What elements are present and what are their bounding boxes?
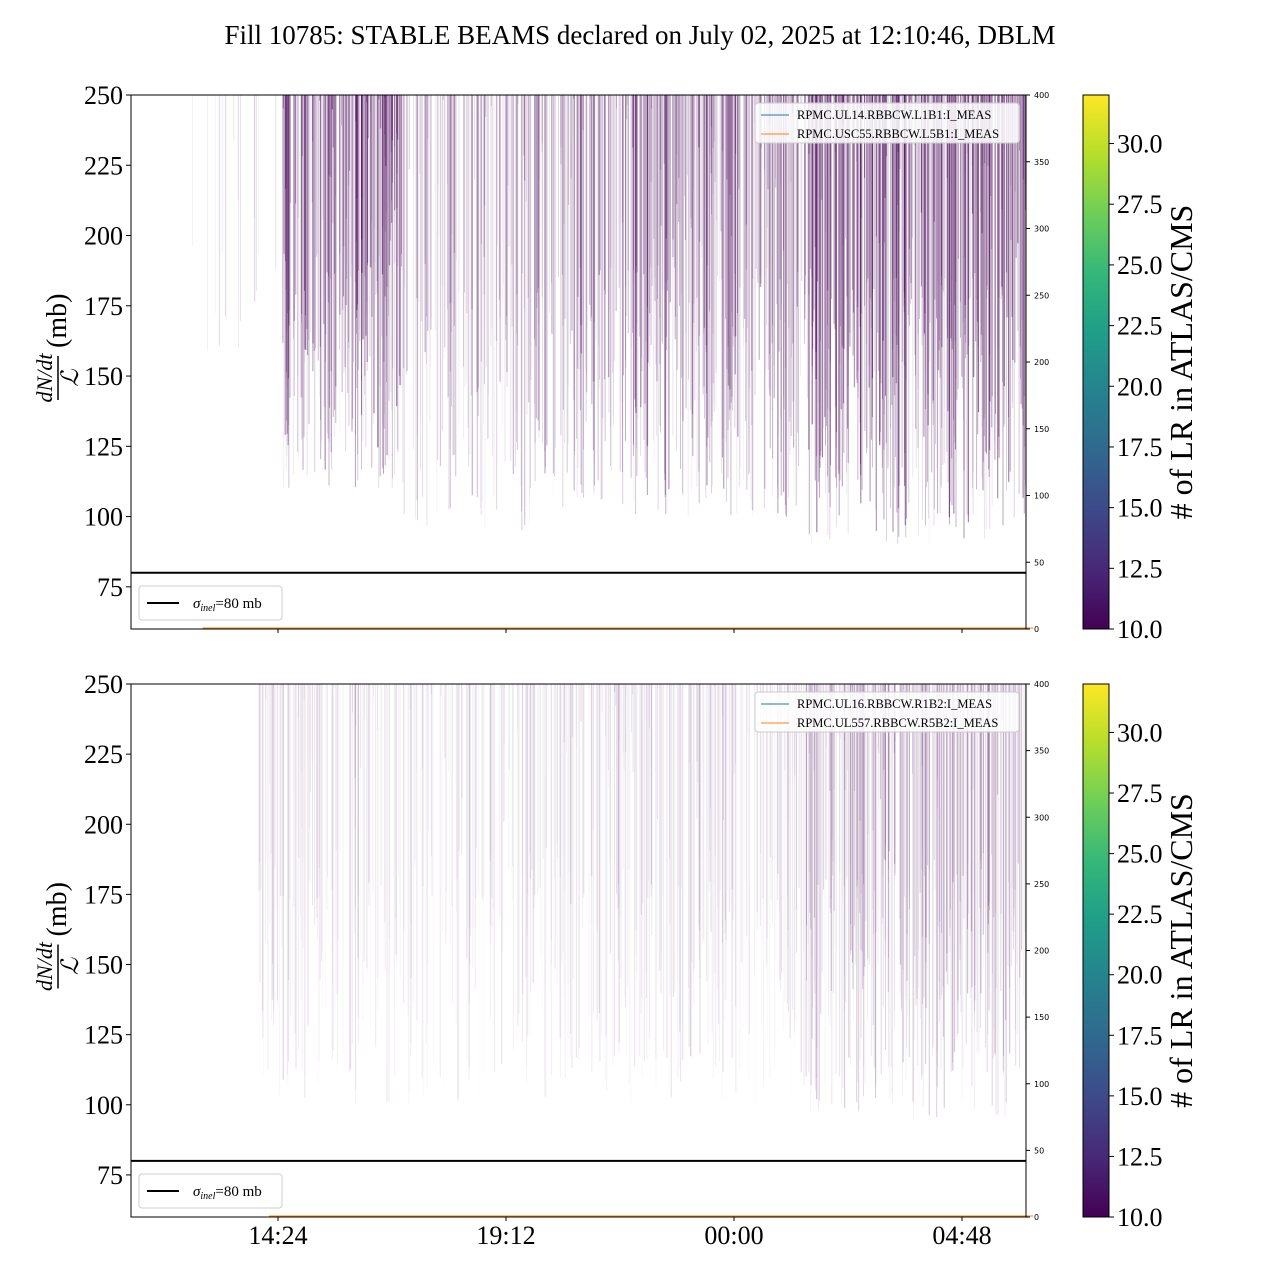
loss-spikes: [191, 95, 1026, 544]
y-axis-label: dN/dt ℒ (mb): [32, 882, 84, 991]
sigma-subscript: inel: [200, 1191, 215, 1202]
y-axis-label: dN/dt ℒ (mb): [32, 294, 84, 403]
ytick-label: 225: [84, 740, 123, 769]
y2tick-label: 50: [1034, 1146, 1044, 1155]
colorbar-tick-label: 10.0: [1117, 615, 1163, 644]
y2tick-label: 200: [1034, 947, 1049, 956]
ylabel-denominator: ℒ: [56, 369, 84, 387]
y2tick-label: 0: [1034, 625, 1039, 634]
y2tick-label: 300: [1034, 225, 1049, 234]
y2tick-label: 50: [1034, 558, 1044, 567]
sigma-legend: [138, 585, 283, 621]
colorbar-tick-label: 25.0: [1117, 251, 1163, 280]
legend-entry: RPMC.UL14.RBBCW.L1B1:I_MEAS: [797, 108, 991, 122]
top-panel: 75 100 125 150 175 200 225 250 0 50 100 150 200 250 30…: [32, 81, 1049, 634]
sigma-symbol: σ: [193, 1184, 201, 1200]
ytick-label: 100: [84, 503, 123, 532]
y2tick-label: 150: [1034, 1013, 1049, 1022]
top-colorbar: 10.0 12.5 15.0 17.5 20.0 22.5 25.0 27.5 30.0 # of…: [1082, 94, 1199, 644]
ytick-label: 175: [84, 292, 123, 321]
sigma-value: =80 mb: [215, 1184, 261, 1200]
colorbar-tick-label: 25.0: [1117, 840, 1163, 869]
ytick-label: 200: [84, 810, 123, 839]
ytick-label: 225: [84, 151, 123, 180]
ytick-label: 250: [84, 81, 123, 110]
xtick-label: 19:12: [476, 1221, 535, 1250]
xtick-label: 00:00: [704, 1221, 763, 1250]
y2tick-label: 400: [1034, 680, 1049, 689]
ytick-label: 100: [84, 1091, 123, 1120]
ytick-label: 150: [84, 951, 123, 980]
colorbar-tick-label: 15.0: [1117, 1082, 1163, 1111]
colorbar-gradient: [1082, 94, 1110, 630]
y2tick-label: 0: [1034, 1213, 1039, 1222]
sigma-subscript: inel: [200, 603, 215, 614]
bottom-colorbar: 10.0 12.5 15.0 17.5 20.0 22.5 25.0 27.5 30.0 # of…: [1082, 683, 1199, 1232]
colorbar-tick-label: 12.5: [1117, 1142, 1163, 1171]
colorbar-label: # of LR in ATLAS/CMS: [1163, 793, 1199, 1108]
series-legend: [754, 102, 1020, 144]
colorbar-tick-label: 10.0: [1117, 1203, 1163, 1232]
sigma-legend-label: σinel=80 mb: [193, 596, 262, 614]
xtick-label: 14:24: [248, 1221, 307, 1250]
sigma-value: =80 mb: [215, 596, 261, 612]
y2tick-label: 150: [1034, 425, 1049, 434]
colorbar-tick-label: 27.5: [1117, 779, 1163, 808]
y2tick-label: 350: [1034, 158, 1049, 167]
y2tick-label: 250: [1034, 291, 1049, 300]
ytick-label: 200: [84, 222, 123, 251]
ytick-label: 125: [84, 1021, 123, 1050]
colorbar-tick-label: 22.5: [1117, 900, 1163, 929]
legend-entry: RPMC.UL16.RBBCW.R1B2:I_MEAS: [797, 697, 992, 711]
ylabel-numerator: dN/dt: [32, 941, 57, 991]
colorbar-tick-label: 20.0: [1117, 372, 1163, 401]
ytick-label: 175: [84, 880, 123, 909]
y2tick-label: 250: [1034, 880, 1049, 889]
colorbar-tick-label: 17.5: [1117, 433, 1163, 462]
colorbar-tick-label: 17.5: [1117, 1021, 1163, 1050]
legend-entry: RPMC.UL557.RBBCW.R5B2:I_MEAS: [797, 716, 998, 730]
ytick-label: 75: [97, 1161, 123, 1190]
ylabel-numerator: dN/dt: [32, 353, 57, 403]
colorbar-tick-label: 30.0: [1117, 718, 1163, 747]
y2tick-label: 200: [1034, 358, 1049, 367]
colorbar-tick-label: 20.0: [1117, 961, 1163, 990]
sigma-symbol: σ: [193, 596, 201, 612]
y2tick-label: 400: [1034, 91, 1049, 100]
ytick-label: 75: [97, 573, 123, 602]
ylabel-unit: (mb): [42, 882, 73, 936]
y2tick-label: 350: [1034, 747, 1049, 756]
loss-spikes: [258, 684, 1026, 1119]
y2tick-label: 300: [1034, 813, 1049, 822]
ylabel-denominator: ℒ: [56, 957, 84, 975]
sigma-legend: [138, 1173, 283, 1209]
colorbar-tick-label: 30.0: [1117, 130, 1163, 159]
colorbar-label: # of LR in ATLAS/CMS: [1163, 205, 1199, 520]
ytick-label: 250: [84, 670, 123, 699]
ylabel-unit: (mb): [42, 294, 73, 348]
series-legend: [754, 691, 1020, 733]
figure-title: Fill 10785: STABLE BEAMS declared on Jul…: [224, 20, 1055, 50]
ytick-label: 125: [84, 432, 123, 461]
colorbar-tick-label: 22.5: [1117, 312, 1163, 341]
y2tick-label: 100: [1034, 492, 1049, 501]
ytick-label: 150: [84, 362, 123, 391]
colorbar-tick-label: 12.5: [1117, 554, 1163, 583]
colorbar-tick-label: 15.0: [1117, 494, 1163, 523]
xtick-label: 04:48: [932, 1221, 991, 1250]
y2tick-label: 100: [1034, 1080, 1049, 1089]
colorbar-gradient: [1082, 683, 1110, 1218]
sigma-legend-label: σinel=80 mb: [193, 1184, 262, 1202]
legend-entry: RPMC.USC55.RBBCW.L5B1:I_MEAS: [797, 127, 999, 141]
bottom-panel: 75 100 125 150 175 200 225 250 0 50 100 150 200 250 30…: [32, 670, 1049, 1250]
colorbar-tick-label: 27.5: [1117, 190, 1163, 219]
